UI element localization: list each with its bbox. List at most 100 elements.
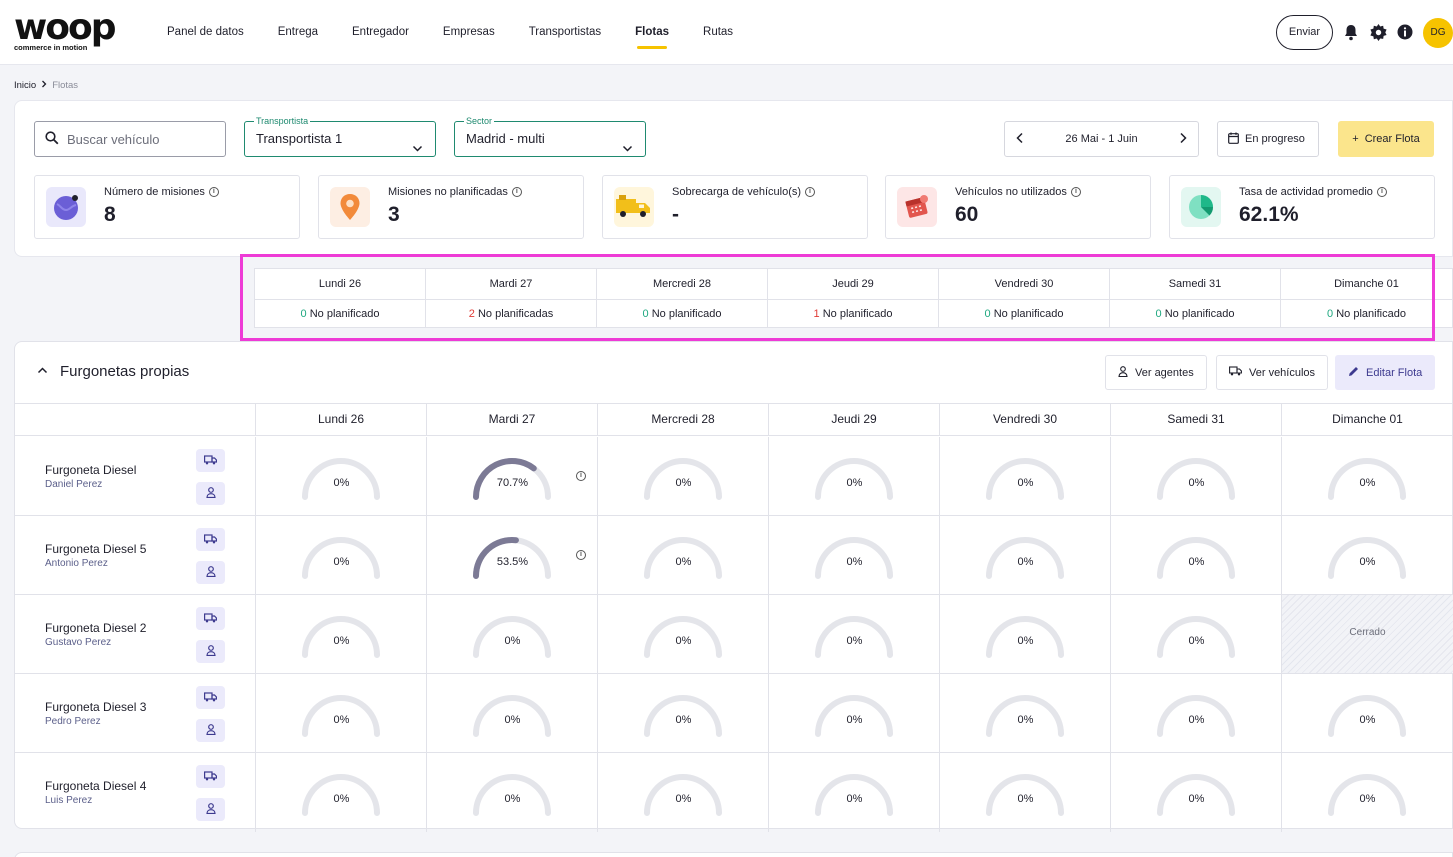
activity-gauge-cell[interactable]: 0% xyxy=(256,595,427,673)
nav-item[interactable]: Rutas xyxy=(703,26,734,38)
activity-gauge xyxy=(815,695,893,737)
date-range-label[interactable]: 26 Mai - 1 Juin xyxy=(1065,133,1138,145)
activity-gauge-cell[interactable]: 53.5% i xyxy=(427,516,598,594)
vehicle-truck-button[interactable] xyxy=(196,686,225,709)
activity-gauge-cell[interactable]: 0% xyxy=(598,674,769,752)
nav-item[interactable]: Entrega xyxy=(277,26,319,38)
activity-gauge-cell[interactable]: 0% xyxy=(940,516,1111,594)
summary-unplanned[interactable]: 0 No planificado xyxy=(1110,300,1280,328)
info-icon[interactable] xyxy=(1396,23,1414,41)
vehicle-truck-button[interactable] xyxy=(196,449,225,472)
create-fleet-button[interactable]: + Crear Flota xyxy=(1338,121,1434,157)
activity-gauge-cell[interactable]: 0% xyxy=(1282,437,1453,515)
activity-gauge-cell[interactable]: 0% xyxy=(769,595,940,673)
summary-day-column: Dimanche 01 0 No planificado xyxy=(1281,269,1452,327)
activity-gauge-cell[interactable]: 0% xyxy=(256,674,427,752)
summary-unplanned[interactable]: 0 No planificado xyxy=(1281,300,1452,328)
info-icon[interactable]: i xyxy=(805,187,816,197)
activity-gauge-cell[interactable]: 0% xyxy=(1111,753,1282,832)
search-input[interactable] xyxy=(67,131,207,147)
activity-gauge-cell[interactable]: 0% xyxy=(256,516,427,594)
activity-gauge-cell[interactable]: 0% xyxy=(427,595,598,673)
activity-gauge-cell[interactable]: 0% xyxy=(598,595,769,673)
gear-icon[interactable] xyxy=(1369,23,1387,41)
vehicle-name[interactable]: Furgoneta Diesel 3 xyxy=(45,700,147,714)
activity-gauge-cell[interactable]: 0% xyxy=(1282,753,1453,832)
activity-gauge-cell[interactable]: 70.7% i xyxy=(427,437,598,515)
bell-icon[interactable] xyxy=(1342,23,1360,41)
activity-gauge-cell[interactable]: 0% xyxy=(769,437,940,515)
chevron-right-icon[interactable] xyxy=(1178,132,1188,147)
activity-gauge-cell[interactable]: 0% xyxy=(940,674,1111,752)
activity-gauge-cell[interactable]: 0% xyxy=(940,753,1111,832)
nav-item[interactable]: Entregador xyxy=(352,26,409,38)
activity-gauge xyxy=(1328,458,1406,500)
activity-gauge-cell[interactable]: 0% xyxy=(1111,595,1282,673)
vehicle-truck-button[interactable] xyxy=(196,765,225,788)
nav-item[interactable]: Flotas xyxy=(618,0,686,65)
activity-gauge-cell[interactable]: 0% xyxy=(598,753,769,832)
nav-item[interactable]: Transportistas xyxy=(528,26,602,38)
user-avatar[interactable]: DG xyxy=(1423,18,1453,48)
activity-percentage: 0% xyxy=(846,635,863,647)
summary-unplanned[interactable]: 0 No planificado xyxy=(597,300,767,328)
activity-gauge-cell[interactable]: 0% xyxy=(1111,437,1282,515)
info-icon[interactable]: i xyxy=(1070,187,1081,197)
status-filter-button[interactable]: En progreso xyxy=(1217,121,1319,157)
vehicle-name[interactable]: Furgoneta Diesel 5 xyxy=(45,542,147,556)
vehicle-agent-button[interactable] xyxy=(196,482,225,505)
vehicle-search[interactable] xyxy=(34,121,226,157)
activity-percentage: 0% xyxy=(1359,477,1376,489)
view-vehicles-button[interactable]: Ver vehículos xyxy=(1216,355,1329,390)
chevron-left-icon[interactable] xyxy=(1015,132,1025,147)
activity-gauge-cell[interactable]: 0% xyxy=(769,753,940,832)
vehicle-truck-button[interactable] xyxy=(196,607,225,630)
activity-gauge-cell[interactable]: 0% xyxy=(1111,674,1282,752)
summary-unplanned[interactable]: 2 No planificadas xyxy=(426,300,596,328)
activity-percentage: 53.5% xyxy=(496,556,529,568)
activity-gauge-cell[interactable]: 0% xyxy=(1282,516,1453,594)
chevron-up-icon[interactable] xyxy=(37,363,48,380)
kpi-value: 8 xyxy=(104,203,116,226)
activity-gauge-cell[interactable]: 0% xyxy=(769,516,940,594)
summary-unplanned[interactable]: 0 No planificado xyxy=(255,300,425,328)
view-agents-button[interactable]: Ver agentes xyxy=(1105,355,1207,390)
edit-fleet-button[interactable]: Editar Flota xyxy=(1335,355,1436,390)
info-icon[interactable]: i xyxy=(1376,187,1387,197)
vehicle-agent-button[interactable] xyxy=(196,798,225,821)
activity-gauge-cell[interactable]: 0% xyxy=(427,753,598,832)
send-button[interactable]: Enviar xyxy=(1276,15,1333,50)
summary-unplanned[interactable]: 0 No planificado xyxy=(939,300,1109,328)
day-column-header: Jeudi 29 xyxy=(769,404,940,435)
breadcrumb-home[interactable]: Inicio xyxy=(14,80,37,91)
breadcrumb-current: Flotas xyxy=(52,80,79,91)
activity-gauge-cell[interactable]: 0% xyxy=(769,674,940,752)
activity-gauge-cell[interactable]: 0% xyxy=(940,437,1111,515)
activity-gauge-cell[interactable]: 0% xyxy=(256,437,427,515)
woop-logo[interactable]: woop commerce in motion xyxy=(14,10,124,54)
info-icon[interactable]: i xyxy=(208,187,219,197)
vehicle-name[interactable]: Furgoneta Diesel xyxy=(45,463,137,477)
activity-gauge-cell[interactable]: 0% xyxy=(1111,516,1282,594)
carrier-select[interactable]: Transportista Transportista 1 xyxy=(244,115,436,157)
vehicle-agent-button[interactable] xyxy=(196,719,225,742)
sector-select[interactable]: Sector Madrid - multi xyxy=(454,115,646,157)
activity-gauge-cell[interactable]: 0% xyxy=(256,753,427,832)
nav-item[interactable]: Empresas xyxy=(442,26,495,38)
info-icon[interactable]: i xyxy=(576,550,586,560)
vehicle-agent-button[interactable] xyxy=(196,640,225,663)
activity-gauge-cell[interactable]: 0% xyxy=(598,516,769,594)
activity-gauge-cell[interactable]: 0% xyxy=(427,674,598,752)
vehicle-info: Furgoneta Diesel 2 Gustavo Perez xyxy=(15,595,256,673)
activity-gauge-cell[interactable]: 0% xyxy=(598,437,769,515)
info-icon[interactable]: i xyxy=(511,187,522,197)
activity-gauge-cell[interactable]: 0% xyxy=(940,595,1111,673)
vehicle-name[interactable]: Furgoneta Diesel 2 xyxy=(45,621,147,635)
activity-gauge-cell[interactable]: 0% xyxy=(1282,674,1453,752)
nav-item[interactable]: Panel de datos xyxy=(167,26,244,38)
vehicle-name[interactable]: Furgoneta Diesel 4 xyxy=(45,779,147,793)
vehicle-agent-button[interactable] xyxy=(196,561,225,584)
info-icon[interactable]: i xyxy=(576,471,586,481)
summary-unplanned[interactable]: 1 No planificado xyxy=(768,300,938,328)
vehicle-truck-button[interactable] xyxy=(196,528,225,551)
